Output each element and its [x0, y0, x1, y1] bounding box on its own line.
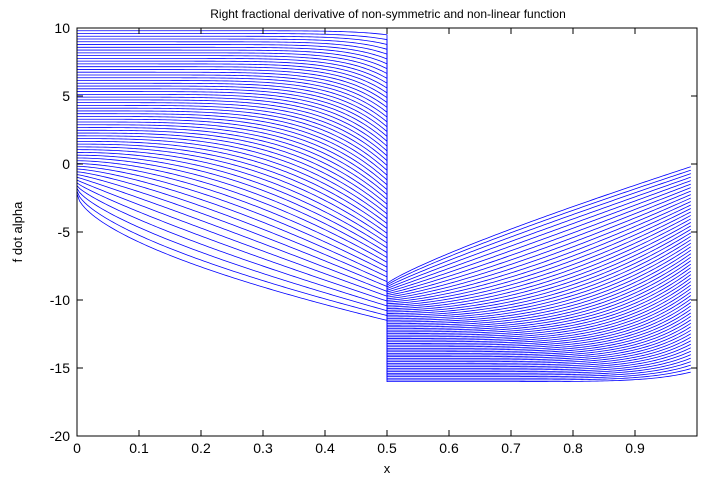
x-tick-label: 0.1: [129, 440, 149, 456]
y-tick-label: -20: [50, 428, 70, 444]
chart-title: Right fractional derivative of non-symme…: [210, 7, 566, 21]
x-tick-label: 0.6: [439, 440, 459, 456]
x-tick-label: 0.2: [191, 440, 211, 456]
y-tick-label: 10: [54, 20, 70, 36]
y-tick-label: -10: [50, 292, 70, 308]
x-tick-label: 0.5: [377, 440, 397, 456]
x-tick-label: 0.3: [253, 440, 273, 456]
y-tick-label: 5: [62, 88, 70, 104]
x-tick-label: 0.9: [625, 440, 645, 456]
x-axis-label: x: [384, 461, 391, 476]
x-tick-label: 0.8: [563, 440, 583, 456]
axis-ticks: 0 0.1 0.2 0.3 0.4 0.5 0.6 0.7 0.8 0.9 10 5 0 -5 -10 -15…: [50, 20, 697, 456]
x-tick-label: 0.7: [501, 440, 521, 456]
y-tick-label: -15: [50, 360, 70, 376]
curve-family: [76, 30, 692, 382]
x-tick-label: 0: [73, 440, 81, 456]
x-tick-label: 0.4: [315, 440, 335, 456]
y-tick-label: 0: [62, 156, 70, 172]
y-tick-label: -5: [58, 224, 71, 240]
y-axis-label: f dot alpha: [10, 201, 25, 262]
series-line: [77, 30, 691, 382]
